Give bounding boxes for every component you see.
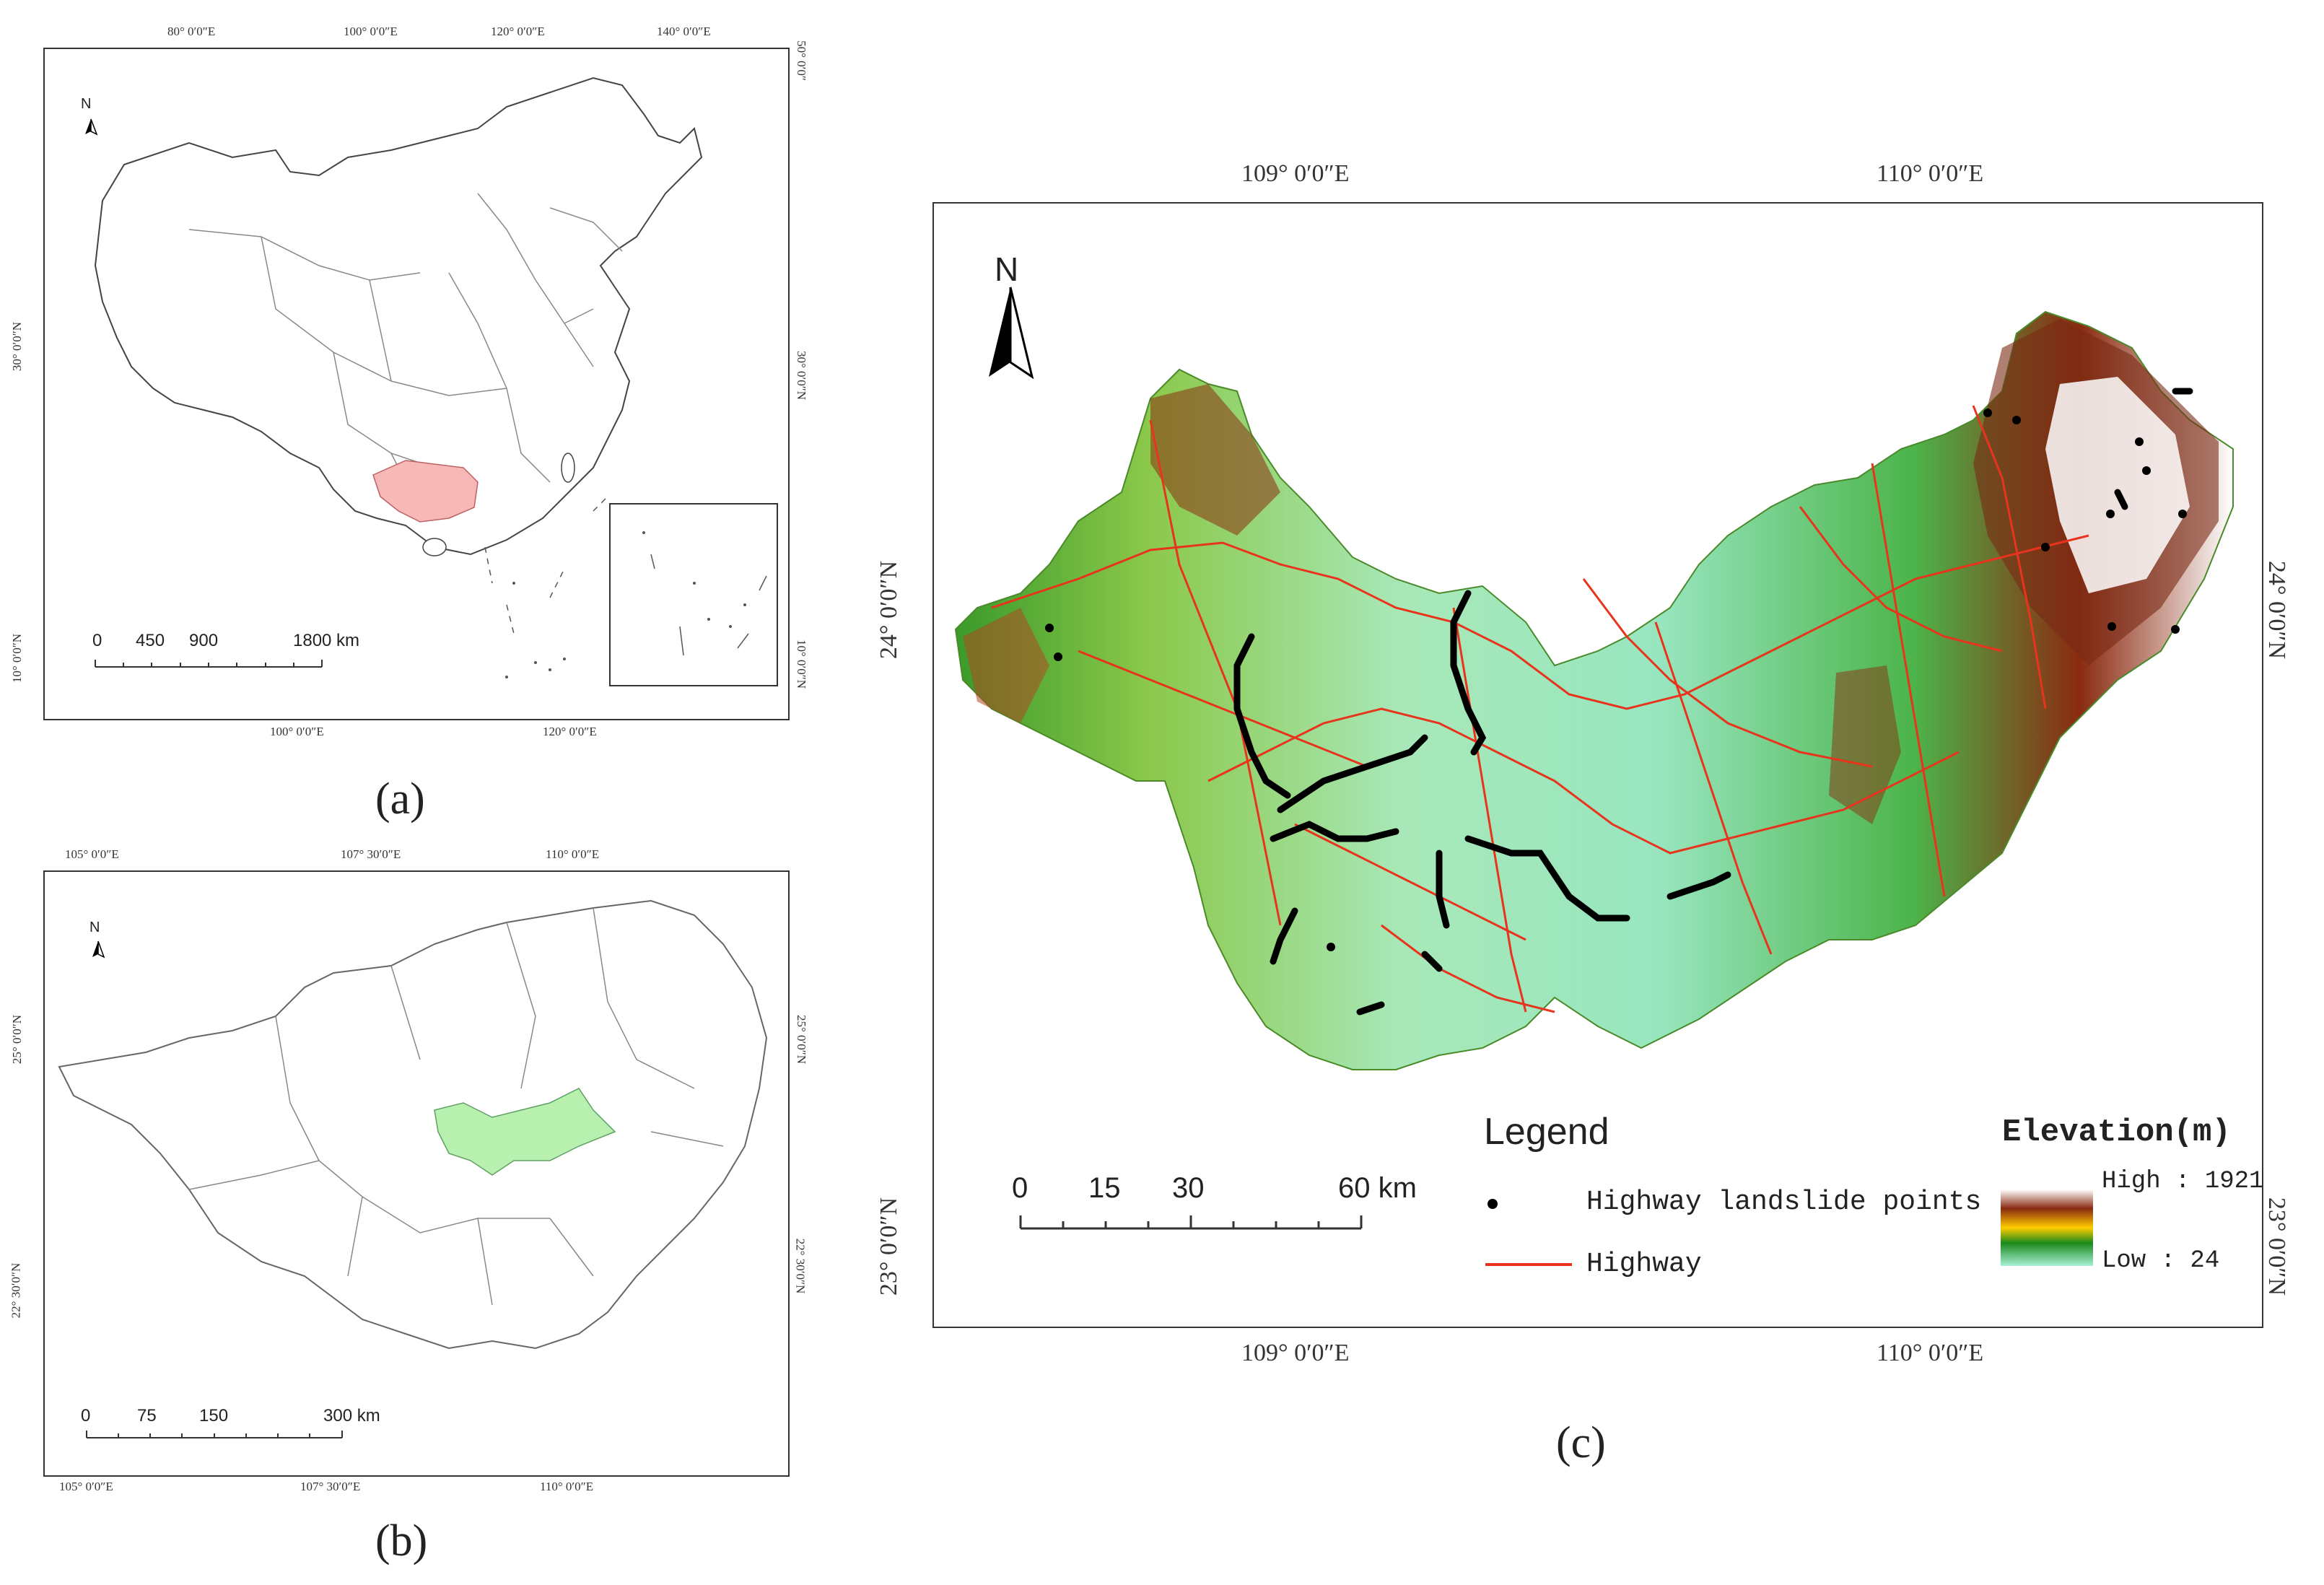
study-area-terrain bbox=[954, 310, 2234, 1070]
scale-label-0: 0 bbox=[81, 1406, 91, 1425]
a-top-lon-1: 80° 0′0″E bbox=[167, 25, 216, 38]
scale-bar bbox=[1019, 1215, 1363, 1230]
north-arrow-icon bbox=[85, 118, 98, 136]
a-left-lat-2: 10° 0′0″N bbox=[10, 633, 25, 684]
legend-title: Legend bbox=[1484, 1111, 1609, 1153]
scale-label-0: 0 bbox=[1012, 1172, 1028, 1204]
china-map bbox=[85, 77, 778, 686]
landslide-dots bbox=[1045, 409, 2187, 951]
scale-label-900: 900 bbox=[189, 631, 219, 650]
highway-label: Highway bbox=[1586, 1249, 1702, 1280]
guangxi-highlight bbox=[372, 460, 479, 523]
caption-a: (a) bbox=[375, 774, 425, 824]
a-right-lat-3: 10° 0′0″N bbox=[795, 639, 809, 689]
elevation-color-ramp bbox=[2001, 1189, 2093, 1266]
elevation-low-label: Low : 24 bbox=[2102, 1247, 2220, 1275]
scale-label-150: 150 bbox=[199, 1406, 229, 1425]
a-top-lon-4: 140° 0′0″E bbox=[657, 25, 711, 38]
b-left-lat-2: 22° 30′0″N bbox=[9, 1262, 23, 1319]
b-right-lat-2: 22° 30′0″N bbox=[793, 1238, 808, 1294]
a-left-lat-1: 30° 0′0″N bbox=[10, 321, 25, 372]
c-left-lat-1: 24° 0′0″N bbox=[875, 560, 903, 660]
b-top-lon-1: 105° 0′0″E bbox=[65, 847, 119, 861]
landslide-point-symbol bbox=[1488, 1199, 1498, 1209]
study-area-highlight bbox=[434, 1088, 616, 1176]
a-bottom-lon-1: 100° 0′0″E bbox=[270, 725, 324, 738]
c-bottom-lon-2: 110° 0′0″E bbox=[1877, 1340, 1984, 1366]
guangxi-map bbox=[58, 899, 768, 1438]
scale-label-1800: 1800 km bbox=[293, 631, 360, 650]
c-right-lat-1: 24° 0′0″N bbox=[2263, 560, 2291, 660]
north-arrow-icon bbox=[989, 287, 1034, 380]
a-top-lon-3: 120° 0′0″E bbox=[491, 25, 545, 38]
b-bottom-lon-1: 105° 0′0″E bbox=[59, 1480, 113, 1493]
b-bottom-lon-3: 110° 0′0″E bbox=[540, 1480, 594, 1493]
highway-network bbox=[991, 405, 2089, 1013]
north-label: N bbox=[81, 96, 92, 112]
north-label: N bbox=[995, 250, 1019, 288]
scale-label-30: 30 bbox=[1172, 1172, 1205, 1204]
caption-c: (c) bbox=[1556, 1418, 1606, 1467]
map-panel-b: N 0 75 150 300 km bbox=[43, 870, 790, 1477]
scale-label-60: 60 km bbox=[1338, 1172, 1417, 1204]
scale-label-75: 75 bbox=[137, 1406, 157, 1425]
a-right-lat-1: 50° 0′0″ bbox=[794, 40, 808, 81]
a-top-lon-2: 100° 0′0″E bbox=[344, 25, 398, 38]
scale-label-15: 15 bbox=[1088, 1172, 1121, 1204]
b-top-lon-3: 110° 0′0″E bbox=[546, 847, 600, 861]
b-bottom-lon-2: 107° 30′0″E bbox=[300, 1480, 361, 1493]
map-panel-a: N 0 450 900 1800 km bbox=[43, 48, 790, 720]
scale-label-450: 450 bbox=[136, 631, 165, 650]
landslide-points bbox=[1233, 388, 2193, 1016]
north-label: N bbox=[89, 920, 100, 935]
c-bottom-lon-1: 109° 0′0″E bbox=[1241, 1340, 1350, 1366]
landslide-points-label: Highway landslide points bbox=[1586, 1187, 1982, 1218]
a-bottom-lon-2: 120° 0′0″E bbox=[543, 725, 597, 738]
b-right-lat-1: 25° 0′0″N bbox=[795, 1014, 809, 1065]
elevation-title: Elevation(m) bbox=[2002, 1114, 2231, 1150]
scale-bar bbox=[86, 1431, 343, 1438]
b-top-lon-2: 107° 30′0″E bbox=[341, 847, 401, 861]
scale-label-300: 300 km bbox=[323, 1406, 380, 1425]
caption-b: (b) bbox=[375, 1516, 428, 1566]
study-area-map bbox=[954, 287, 2234, 1266]
a-right-lat-2: 30° 0′0″N bbox=[795, 350, 809, 401]
scale-label-0: 0 bbox=[92, 631, 102, 650]
scale-bar bbox=[95, 660, 323, 668]
c-right-lat-2: 23° 0′0″N bbox=[2263, 1197, 2291, 1296]
north-arrow-icon bbox=[92, 940, 105, 959]
b-left-lat-1: 25° 0′0″N bbox=[10, 1014, 25, 1065]
map-panel-c: N 0 15 30 60 km Legend Highway landslide… bbox=[932, 202, 2263, 1328]
c-left-lat-2: 23° 0′0″N bbox=[875, 1197, 903, 1296]
elevation-high-label: High : 1921 bbox=[2102, 1168, 2264, 1195]
c-top-lon-2: 110° 0′0″E bbox=[1877, 160, 1984, 187]
south-china-sea-inset bbox=[609, 503, 778, 686]
c-top-lon-1: 109° 0′0″E bbox=[1241, 160, 1350, 187]
